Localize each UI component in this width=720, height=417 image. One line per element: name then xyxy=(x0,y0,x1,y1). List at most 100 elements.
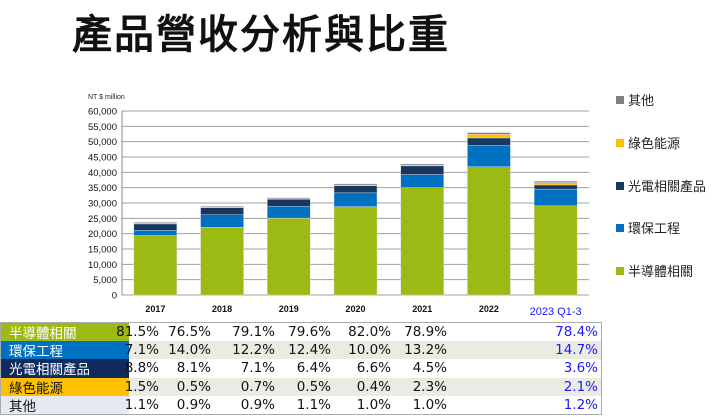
stacked-bar-chart: NT $ million 0 5,000 10,000 15,000 20,000 25,0… xyxy=(88,94,589,318)
y-tick-label: 0 xyxy=(112,291,117,302)
y-tick-label: 10,000 xyxy=(88,260,117,271)
y-tick-label: 45,000 xyxy=(88,153,117,164)
table-row: 綠色能源 1.5% 0.5% 0.7% 0.5% 0.4% 2.3% 2.1% xyxy=(1,377,601,397)
row-label: 環保工程 xyxy=(1,341,129,360)
y-tick-label: 40,000 xyxy=(88,168,117,179)
table-cell: 0.9% xyxy=(240,396,275,413)
bar-segment xyxy=(400,187,444,296)
bar-segment xyxy=(133,235,178,296)
bar-segment xyxy=(333,185,378,194)
table-cell: 8.8% xyxy=(124,360,159,377)
bar-segment xyxy=(133,230,178,236)
bar-segment xyxy=(400,174,444,188)
share-table: 半導體相關 81.5% 76.5% 79.1% 79.6% 82.0% 78.9% 78.4%… xyxy=(0,322,602,415)
bar-segment xyxy=(467,132,511,135)
bar-segment xyxy=(400,165,444,175)
bar-segment xyxy=(267,217,311,296)
table-cell: 4.5% xyxy=(412,360,447,377)
y-tick-label: 35,000 xyxy=(88,183,117,194)
table-row: 其他 1.1% 0.9% 0.9% 1.1% 1.0% 1.0% 1.2% xyxy=(1,395,601,415)
row-label: 光電相關產品 xyxy=(1,359,129,378)
legend-swatch xyxy=(616,95,624,104)
bar-segment xyxy=(533,188,578,206)
bar-segment xyxy=(400,163,444,166)
bar-segment xyxy=(133,221,178,224)
table-cell: 13.2% xyxy=(404,342,447,359)
table-cell: 1.0% xyxy=(412,396,447,413)
bar-segment xyxy=(333,192,378,207)
table-cell: 8.1% xyxy=(176,360,211,377)
y-tick-label: 50,000 xyxy=(88,137,117,148)
table-cell: 2.3% xyxy=(412,378,447,395)
x-tick-label: 2020 xyxy=(345,304,365,314)
table-cell: 76.5% xyxy=(168,324,211,341)
x-tick-label: 2021 xyxy=(412,304,432,314)
table-cell: 1.5% xyxy=(124,378,159,395)
legend-swatch xyxy=(616,266,624,275)
legend-label: 半導體相關 xyxy=(628,265,694,280)
legend-item: 其他 xyxy=(616,90,654,109)
table-cell: 3.6% xyxy=(563,360,598,377)
table-cell: 14.7% xyxy=(555,342,598,359)
row-label: 其他 xyxy=(1,395,129,415)
table-cell: 14.0% xyxy=(168,342,211,359)
bar-segment xyxy=(267,197,311,199)
table-cell: 78.4% xyxy=(555,324,598,341)
table-cell: 0.5% xyxy=(176,378,211,395)
bar-segment xyxy=(467,166,511,296)
bar-segment xyxy=(267,199,311,207)
x-tick-label: 2022 xyxy=(479,304,499,314)
table-cell: 0.5% xyxy=(296,378,331,395)
bar-segment xyxy=(533,182,578,186)
legend-swatch xyxy=(616,138,624,147)
table-cell: 79.6% xyxy=(288,324,331,341)
bar-segment xyxy=(467,134,511,139)
legend-item: 綠色能源 xyxy=(616,133,680,152)
table-cell: 2.1% xyxy=(563,378,598,395)
table-cell: 1.1% xyxy=(124,396,159,413)
y-tick-label: 20,000 xyxy=(88,229,117,240)
table-cell: 12.4% xyxy=(288,342,331,359)
bar-segment xyxy=(333,183,378,186)
legend-swatch xyxy=(616,181,624,190)
y-tick-label: 15,000 xyxy=(88,245,117,256)
legend-label: 環保工程 xyxy=(628,222,681,237)
bar-segment xyxy=(200,214,244,228)
y-tick-label: 30,000 xyxy=(88,199,117,210)
row-label: 半導體相關 xyxy=(1,323,129,342)
row-label: 綠色能源 xyxy=(1,377,129,397)
table-row: 光電相關產品 8.8% 8.1% 7.1% 6.4% 6.6% 4.5% 3.6% xyxy=(1,359,601,378)
table-cell: 0.7% xyxy=(240,378,275,395)
table-cell: 1.0% xyxy=(356,396,391,413)
bar-segment xyxy=(533,205,578,296)
page-title: 產品營收分析與比重 xyxy=(72,12,450,58)
legend-label: 光電相關產品 xyxy=(628,180,707,195)
table-cell: 81.5% xyxy=(116,324,159,341)
bar-segment xyxy=(200,206,244,208)
table-cell: 79.1% xyxy=(232,324,275,341)
x-tick-label: 2018 xyxy=(212,304,232,314)
y-tick-label: 5,000 xyxy=(93,275,117,286)
table-row: 環保工程 7.1% 14.0% 12.2% 12.4% 10.0% 13.2% 14.7% xyxy=(1,341,601,360)
table-cell: 1.2% xyxy=(563,396,598,413)
table-cell: 6.6% xyxy=(356,360,391,377)
table-cell: 1.1% xyxy=(296,396,331,413)
table-cell: 12.2% xyxy=(232,342,275,359)
table-cell: 10.0% xyxy=(348,342,391,359)
bar-segment xyxy=(533,184,578,190)
table-cell: 0.4% xyxy=(356,378,391,395)
legend-item: 光電相關產品 xyxy=(616,176,706,195)
bar-segment xyxy=(333,206,378,296)
bar-segment xyxy=(200,207,244,215)
table-cell: 7.1% xyxy=(240,360,275,377)
table-cell: 7.1% xyxy=(124,342,159,359)
table-cell: 6.4% xyxy=(296,360,331,377)
table-row: 半導體相關 81.5% 76.5% 79.1% 79.6% 82.0% 78.9% 78.4% xyxy=(1,323,601,342)
x-tick-label: 2017 xyxy=(145,304,165,314)
legend-item: 環保工程 xyxy=(616,218,680,237)
legend-item: 半導體相關 xyxy=(616,261,693,280)
x-tick-label: 2019 xyxy=(279,304,299,314)
bar-segment xyxy=(267,206,311,219)
table-cell: 0.9% xyxy=(176,396,211,413)
bar-segment xyxy=(200,226,244,296)
